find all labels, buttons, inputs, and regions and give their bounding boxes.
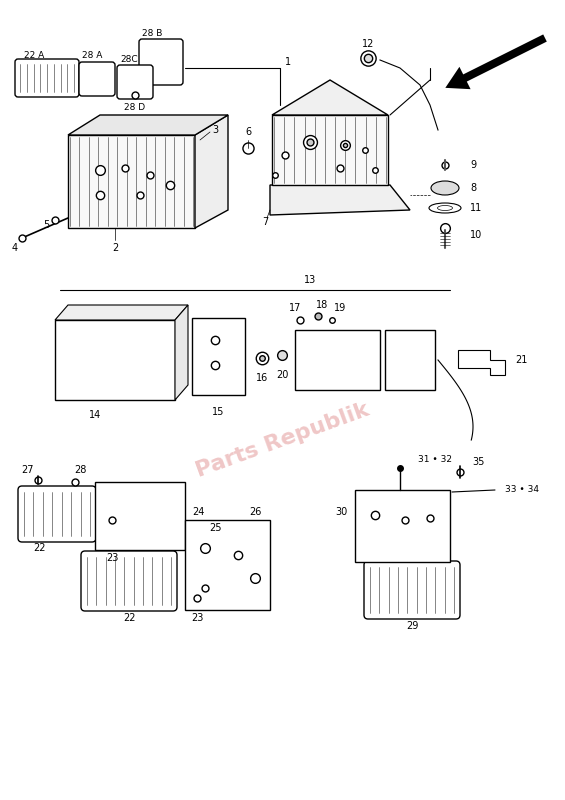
Text: 15: 15 <box>212 407 224 417</box>
Text: 22: 22 <box>34 543 46 553</box>
Text: 23: 23 <box>106 553 118 563</box>
FancyBboxPatch shape <box>15 59 79 97</box>
Polygon shape <box>355 490 450 562</box>
Text: 9: 9 <box>470 160 476 170</box>
Text: 26: 26 <box>249 507 261 517</box>
Text: 31 • 32: 31 • 32 <box>418 455 452 465</box>
Polygon shape <box>185 520 270 610</box>
Text: 16: 16 <box>256 373 268 383</box>
Text: 33 • 34: 33 • 34 <box>505 486 539 494</box>
Text: 30: 30 <box>336 507 348 517</box>
Text: 4: 4 <box>12 243 18 253</box>
Text: 18: 18 <box>316 300 328 310</box>
Text: 14: 14 <box>89 410 101 420</box>
Text: 8: 8 <box>470 183 476 193</box>
Text: 28: 28 <box>74 465 86 475</box>
Text: 28C: 28C <box>120 55 138 65</box>
Polygon shape <box>95 482 185 550</box>
Text: Parts Republik: Parts Republik <box>194 399 372 481</box>
Polygon shape <box>192 318 245 395</box>
Text: 21: 21 <box>515 355 527 365</box>
FancyArrow shape <box>445 34 547 89</box>
Polygon shape <box>68 115 228 135</box>
Text: 5: 5 <box>43 220 49 230</box>
Text: 20: 20 <box>276 370 288 380</box>
Polygon shape <box>385 330 435 390</box>
Text: 19: 19 <box>334 303 346 313</box>
Ellipse shape <box>429 203 461 213</box>
Text: 13: 13 <box>304 275 316 285</box>
Polygon shape <box>272 80 388 115</box>
FancyBboxPatch shape <box>18 486 96 542</box>
Text: 25: 25 <box>208 523 221 533</box>
Text: 28 A: 28 A <box>82 50 102 59</box>
FancyBboxPatch shape <box>79 62 115 96</box>
Text: 22: 22 <box>124 613 136 623</box>
Polygon shape <box>295 330 380 390</box>
Text: 27: 27 <box>21 465 34 475</box>
Text: 7: 7 <box>262 217 268 227</box>
Polygon shape <box>55 320 175 400</box>
Polygon shape <box>272 115 388 185</box>
FancyBboxPatch shape <box>81 551 177 611</box>
FancyBboxPatch shape <box>139 39 183 85</box>
Text: 1: 1 <box>285 57 291 67</box>
Text: 6: 6 <box>245 127 251 137</box>
Text: 23: 23 <box>191 613 203 623</box>
Text: 35: 35 <box>472 457 484 467</box>
Ellipse shape <box>431 181 459 195</box>
Polygon shape <box>195 115 228 228</box>
Text: 3: 3 <box>212 125 218 135</box>
Text: 10: 10 <box>470 230 483 240</box>
Polygon shape <box>458 350 505 375</box>
Text: 2: 2 <box>112 243 118 253</box>
Text: 24: 24 <box>192 507 205 517</box>
Polygon shape <box>55 305 188 320</box>
Polygon shape <box>270 185 410 215</box>
Text: 28 B: 28 B <box>142 30 162 38</box>
FancyBboxPatch shape <box>364 561 460 619</box>
Text: 22 A: 22 A <box>24 50 44 59</box>
Text: 11: 11 <box>470 203 483 213</box>
Text: 17: 17 <box>289 303 301 313</box>
FancyBboxPatch shape <box>117 65 153 99</box>
Text: 28 D: 28 D <box>124 102 146 111</box>
Ellipse shape <box>437 206 453 210</box>
Text: 12: 12 <box>362 39 374 49</box>
Polygon shape <box>68 135 195 228</box>
Text: 29: 29 <box>406 621 418 631</box>
Polygon shape <box>175 305 188 400</box>
